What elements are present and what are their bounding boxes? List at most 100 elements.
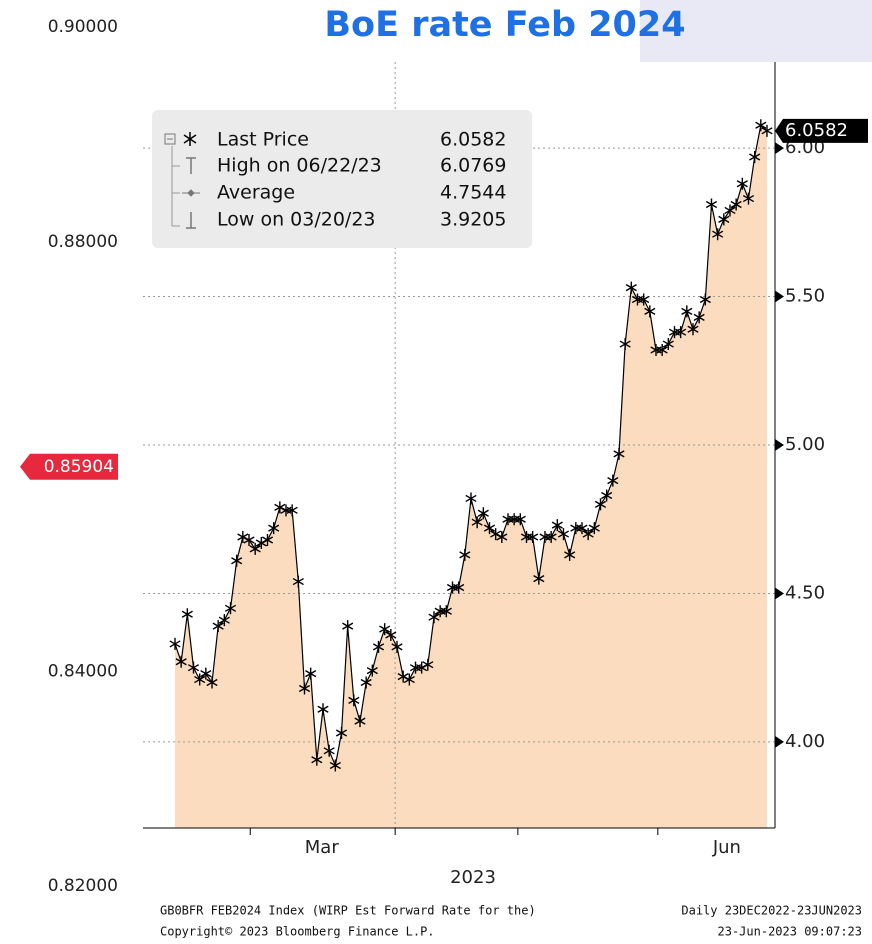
marker — [218, 614, 230, 627]
marker — [724, 204, 736, 217]
marker — [514, 513, 526, 526]
marker — [379, 623, 391, 636]
marker — [742, 192, 755, 205]
marker — [545, 531, 557, 544]
legend-icon — [186, 212, 196, 229]
y-tick — [775, 587, 784, 600]
marker — [601, 489, 613, 502]
marker — [483, 522, 496, 535]
footer-range: Daily 23DEC2022-23JUN2023 — [681, 904, 862, 918]
footer-source: GB0BFR FEB2024 Index (WIRP Est Forward R… — [160, 904, 536, 918]
marker — [705, 198, 718, 211]
marker — [681, 305, 693, 318]
title-backdrop — [640, 0, 872, 62]
marker — [403, 673, 415, 686]
legend-value: 6.0582 — [440, 129, 506, 151]
marker — [582, 528, 594, 541]
y2-tick-label: 0.82000 — [48, 876, 118, 896]
marker — [200, 667, 212, 680]
y-tick-label: 5.50 — [785, 286, 825, 307]
legend-label: Low on 03/20/23 — [217, 209, 376, 231]
marker — [440, 605, 452, 618]
marker — [699, 293, 711, 306]
price-tag — [775, 118, 868, 143]
marker — [212, 620, 224, 633]
y2-marker-label: 0.85904 — [44, 457, 114, 477]
legend-collapse-icon — [164, 133, 176, 145]
marker — [551, 519, 563, 532]
marker — [607, 474, 619, 487]
marker — [477, 507, 489, 520]
marker — [224, 602, 237, 615]
marker — [693, 311, 705, 324]
legend-label: High on 06/22/23 — [217, 155, 382, 177]
marker — [261, 534, 274, 547]
marker — [391, 640, 403, 653]
marker — [656, 343, 668, 356]
marker — [619, 338, 631, 351]
x-tick-label: Jun — [712, 837, 741, 858]
y2-tick-label: 0.84000 — [48, 661, 118, 681]
marker — [348, 694, 360, 707]
footer-copyright: Copyright© 2023 Bloomberg Finance L.P. — [160, 925, 435, 939]
marker — [588, 522, 600, 535]
y-tick — [775, 735, 784, 748]
marker — [527, 531, 539, 544]
marker — [317, 703, 329, 716]
marker — [311, 753, 323, 766]
marker — [557, 528, 570, 541]
marker — [323, 744, 335, 757]
y-tick — [775, 142, 784, 155]
marker — [329, 759, 341, 772]
y-tick-label: 4.00 — [785, 731, 825, 752]
marker — [712, 228, 724, 241]
area — [175, 125, 767, 828]
y-tick — [775, 290, 784, 303]
marker — [576, 522, 588, 535]
y2-tick-label: 0.88000 — [48, 232, 118, 252]
marker — [335, 726, 348, 739]
marker — [298, 682, 311, 695]
marker — [687, 323, 699, 336]
marker — [459, 548, 471, 561]
marker — [194, 673, 206, 686]
y-tick — [775, 439, 784, 451]
legend-label: Average — [217, 182, 295, 204]
x-axis-label: 2023 — [450, 867, 496, 888]
marker — [471, 516, 483, 529]
marker — [638, 293, 650, 306]
marker — [268, 522, 280, 535]
legend-value: 6.0769 — [440, 155, 506, 177]
marker — [342, 620, 354, 633]
marker — [718, 213, 730, 226]
marker — [533, 572, 545, 585]
marker — [249, 542, 261, 555]
marker — [564, 548, 576, 561]
marker — [231, 554, 243, 567]
legend-tree — [171, 146, 180, 227]
marker — [730, 198, 742, 211]
marker — [465, 492, 477, 505]
marker — [181, 608, 193, 621]
marker — [749, 151, 761, 164]
marker — [243, 534, 255, 547]
marker — [422, 658, 434, 671]
legend-icon — [182, 189, 200, 197]
legend-icon — [183, 132, 197, 146]
marker — [453, 581, 465, 594]
footer-timestamp: 23-Jun-2023 09:07:23 — [718, 925, 863, 939]
y2-marker — [20, 453, 118, 480]
marker — [175, 655, 187, 668]
marker — [305, 667, 317, 680]
marker — [662, 338, 674, 351]
marker — [428, 611, 440, 624]
y-tick-label: 5.00 — [785, 434, 825, 455]
marker — [613, 447, 625, 460]
legend-value: 3.9205 — [440, 209, 506, 231]
marker — [625, 281, 637, 294]
x-tick-label: Mar — [305, 837, 340, 858]
marker — [385, 629, 397, 642]
marker — [496, 531, 508, 544]
legend-label: Last Price — [217, 129, 309, 151]
